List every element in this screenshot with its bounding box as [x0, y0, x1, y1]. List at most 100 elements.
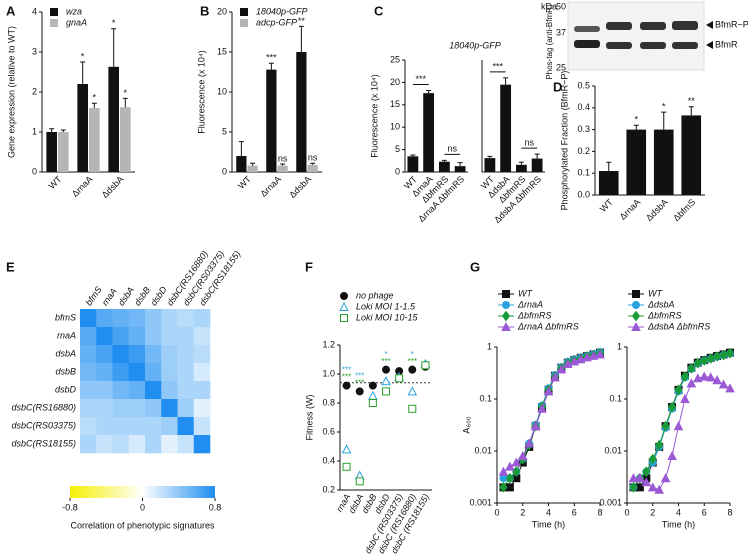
- legend-marker: [501, 321, 511, 331]
- colorbar-tick-label: 0.8: [209, 502, 222, 512]
- heatmap-cell: [112, 435, 130, 454]
- x-axis-label: Time (h): [532, 519, 565, 529]
- point: [641, 477, 652, 487]
- heatmap-cell: [96, 345, 113, 364]
- row-label: dsbC(RS03375): [11, 420, 76, 430]
- y-tick-label: 15: [217, 46, 227, 56]
- significance: ***: [355, 379, 364, 388]
- point: [647, 482, 658, 492]
- y-tick-label: 0.4: [322, 455, 335, 465]
- x-tick-label: ΔrnaA: [618, 197, 643, 222]
- heatmap-cell: [128, 363, 146, 382]
- y-tick-label: 5: [395, 144, 400, 154]
- y-tick-label: 0.4: [577, 102, 590, 112]
- legend-label: ΔbfmRS: [647, 310, 682, 320]
- point: [661, 420, 670, 432]
- point: [382, 387, 390, 396]
- legend-label: ΔbfmRS: [517, 310, 552, 320]
- heatmap-cell: [193, 417, 211, 436]
- y-tick-label: 20: [390, 77, 400, 87]
- y-tick-label: 1.2: [322, 339, 335, 349]
- error-bar: [122, 97, 128, 108]
- x-tick-label: 4: [676, 507, 681, 517]
- significance: **: [688, 96, 696, 106]
- bar: [407, 156, 419, 172]
- panel-letter: F: [305, 259, 313, 274]
- heatmap-cell: [80, 309, 97, 328]
- point: [712, 375, 722, 385]
- y-tick-label: 3: [32, 46, 37, 56]
- point: [381, 376, 391, 386]
- blot-label: Phos-tag (anti-BfmR): [545, 4, 554, 79]
- significance: ***: [381, 357, 390, 366]
- bar: [423, 93, 435, 172]
- y-tick-label: 1: [32, 126, 37, 136]
- heatmap-cell: [177, 345, 195, 364]
- y-axis-label: A₆₀₀: [461, 416, 471, 433]
- error-bar: [410, 154, 416, 157]
- legend-label: WT: [518, 288, 533, 298]
- point: [556, 364, 567, 374]
- heatmap-cell: [128, 309, 146, 328]
- heatmap-cell: [193, 381, 211, 400]
- point: [648, 453, 657, 465]
- point: [543, 386, 554, 396]
- x-tick-label: 2: [520, 507, 525, 517]
- x-tick-label: WT: [598, 197, 615, 214]
- row-label: dsbB: [55, 366, 76, 376]
- significance: *: [112, 18, 116, 28]
- error-bar: [49, 128, 55, 132]
- heatmap-cell: [145, 345, 162, 364]
- point: [712, 351, 722, 362]
- point: [667, 401, 677, 413]
- y-tick-label: 4: [32, 6, 37, 16]
- heatmap-cell: [112, 363, 130, 382]
- point: [642, 466, 651, 478]
- bar: [266, 69, 277, 172]
- bar: [626, 129, 647, 195]
- legend-label: adcp-GFP: [256, 17, 297, 27]
- error-bar: [280, 163, 286, 166]
- heatmap-cell: [112, 327, 130, 346]
- band-arrow: [706, 21, 713, 29]
- legend-label: gnaA: [66, 17, 87, 27]
- point: [699, 371, 710, 381]
- error-bar: [298, 25, 304, 52]
- bar: [89, 108, 100, 172]
- point: [355, 477, 364, 486]
- heatmap-cell: [177, 363, 195, 382]
- significance: ***: [355, 372, 364, 381]
- legend-marker: [340, 292, 348, 300]
- heatmap-cell: [193, 435, 211, 454]
- blot-band: [574, 40, 600, 48]
- heatmap-cell: [145, 417, 162, 436]
- error-bar: [250, 162, 256, 166]
- significance: **: [298, 16, 306, 26]
- heatmap-cell: [80, 417, 97, 436]
- error-bar: [91, 102, 97, 108]
- point: [408, 365, 417, 374]
- legend-marker: [631, 321, 641, 331]
- bar: [454, 166, 466, 172]
- heatmap-cell: [128, 327, 146, 346]
- bar: [58, 132, 69, 172]
- blot-band: [640, 22, 666, 30]
- heatmap-cell: [161, 417, 178, 436]
- blot-marker: 50: [556, 1, 566, 11]
- y-tick-label: 0.2: [322, 484, 335, 494]
- column-label: dsbA: [116, 285, 136, 308]
- heatmap-cell: [128, 435, 146, 454]
- y-tick-label: 20: [217, 6, 227, 16]
- panel-letter: C: [374, 3, 384, 18]
- bar: [500, 84, 512, 172]
- bar: [46, 132, 57, 172]
- legend-marker: [631, 310, 641, 322]
- legend-swatch: [50, 19, 58, 27]
- column-label: dsbD: [149, 284, 170, 307]
- error-bar: [268, 62, 274, 70]
- y-tick-label: 0.001: [599, 497, 622, 507]
- point: [368, 399, 377, 407]
- point: [499, 482, 508, 493]
- legend-swatch: [240, 8, 248, 16]
